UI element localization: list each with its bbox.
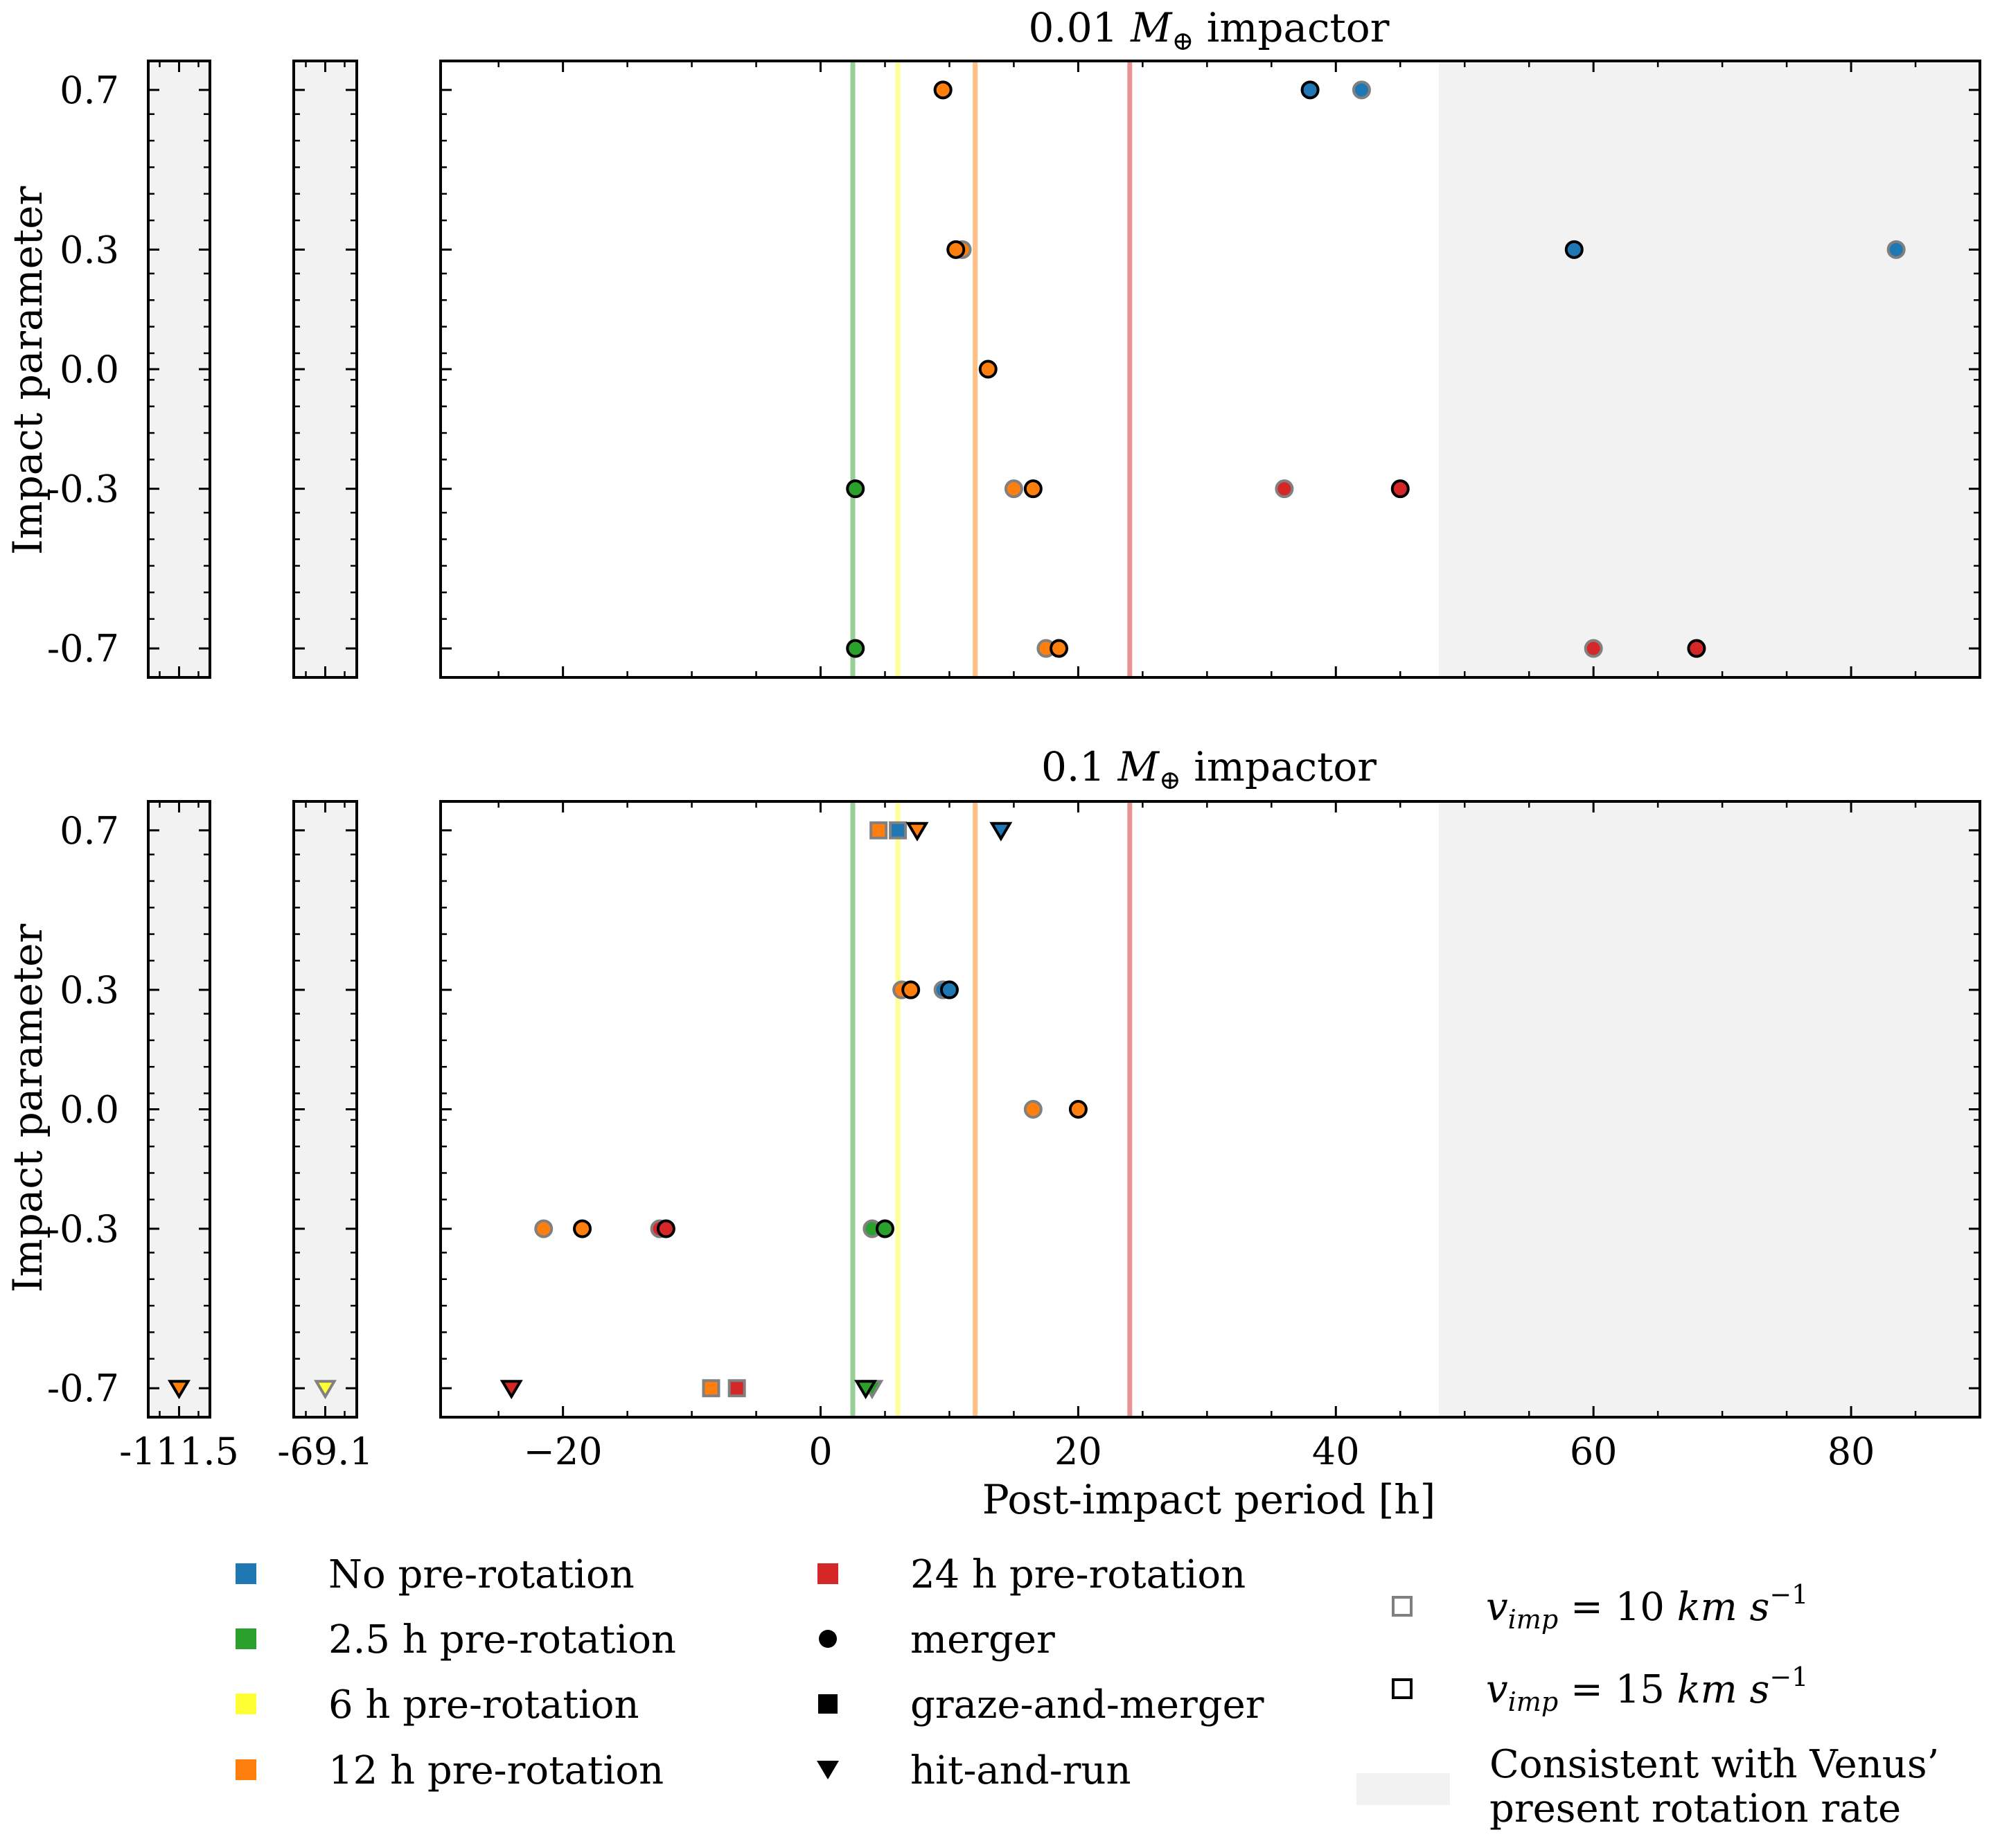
data-point-merger	[1275, 479, 1294, 499]
broken-axis-frame	[147, 800, 211, 1419]
legend-swatch-color	[236, 1759, 256, 1780]
data-point-merger	[1023, 479, 1043, 499]
legend-label-color: 2.5 h pre-rotation	[328, 1617, 676, 1662]
legend-label-v15: vimp = 15 km s−1	[1486, 1662, 1808, 1717]
y-axis-label-bottom: Impact parameter	[4, 923, 51, 1292]
broken-axis-tick-label: -111.5	[119, 1430, 239, 1473]
plot-frame	[439, 60, 1981, 679]
data-point-merger	[875, 1219, 894, 1238]
data-point-hit-and-run	[905, 821, 929, 842]
data-point-merger	[573, 1219, 592, 1238]
data-point-merger	[939, 980, 959, 999]
data-point-merger	[933, 80, 953, 100]
data-point-merger	[1352, 80, 1371, 100]
broken-axis-tick-label: -69.1	[277, 1430, 373, 1473]
legend-label-venus-line1: Consistent with Venus’	[1489, 1742, 1939, 1787]
legend-label-v10: vimp = 10 km s−1	[1486, 1579, 1808, 1635]
legend-label-marker: merger	[910, 1617, 1055, 1662]
legend-label-marker: graze-and-merger	[910, 1682, 1264, 1727]
data-point-hit-and-run	[499, 1380, 523, 1400]
y-tick-label: 0.3	[60, 228, 119, 272]
legend-label-marker: hit-and-run	[910, 1748, 1131, 1793]
data-point-merger	[901, 980, 921, 999]
panel-large-impactor: 0.1 M⊕ impactor -111.5 -69.1 0.7 0.3 0.0 -0.3…	[47, 743, 1981, 1473]
legend-marker-square	[818, 1694, 838, 1714]
data-point-hit-and-run	[989, 821, 1013, 842]
data-point-merger	[656, 1219, 675, 1238]
y-tick-label: 0.3	[60, 968, 119, 1012]
data-point-merger	[1068, 1100, 1088, 1119]
data-point-merger	[978, 359, 998, 379]
data-point-merger	[1300, 80, 1320, 100]
legend-label-venus-line2: present rotation rate	[1489, 1786, 1901, 1831]
legend-swatch-venus	[1356, 1773, 1450, 1805]
venus-region	[1439, 801, 1980, 1417]
data-point-merger	[1390, 479, 1410, 499]
x-tick-label: −20	[524, 1430, 603, 1473]
data-point-merger	[846, 639, 865, 658]
y-tick-label: 0.0	[60, 1088, 119, 1132]
broken-axis-frame	[147, 60, 211, 679]
y-tick-label: 0.0	[60, 348, 119, 391]
x-tick-label: 80	[1828, 1430, 1875, 1473]
y-tick-label: -0.7	[47, 627, 119, 670]
plot-frame	[439, 800, 1981, 1419]
data-point-hit-and-run	[313, 1380, 337, 1400]
data-point-merger	[846, 479, 865, 499]
data-point-merger	[1564, 240, 1584, 259]
legend-swatch-color	[817, 1563, 838, 1584]
panel-small-impactor: 0.01 M⊕ impactor 0.7 0.3 0.0 -0.3 -0.7	[47, 4, 1981, 679]
data-point-merger	[1050, 639, 1069, 658]
x-tick-label: 40	[1312, 1430, 1360, 1473]
data-point-merger	[1584, 639, 1603, 658]
x-tick-label: 60	[1570, 1430, 1618, 1473]
data-point-merger	[1886, 240, 1906, 259]
legend-marker-circle	[819, 1630, 837, 1648]
data-point-merger	[1004, 479, 1023, 499]
broken-axis-frame	[292, 800, 358, 1419]
legend-swatch-v15	[1392, 1678, 1413, 1699]
legend-label-color: 12 h pre-rotation	[328, 1748, 664, 1793]
legend-label-color: 24 h pre-rotation	[910, 1552, 1246, 1597]
legend-swatch-color	[236, 1694, 256, 1714]
x-axis-label: Post-impact period [h]	[982, 1476, 1436, 1523]
data-point-hit-and-run	[167, 1380, 191, 1400]
y-axis-label-top: Impact parameter	[4, 186, 51, 555]
broken-axis-frame	[292, 60, 358, 679]
panel-title-bottom: 0.1 M⊕ impactor	[1041, 743, 1377, 795]
data-point-merger	[534, 1219, 554, 1238]
data-point-graze-and-merger	[869, 821, 888, 839]
data-point-merger	[1023, 1100, 1043, 1119]
legend-swatch-color	[236, 1563, 256, 1584]
venus-region	[1439, 61, 1980, 677]
panel-title-top: 0.01 M⊕ impactor	[1029, 4, 1390, 56]
legend-marker-triangle	[817, 1761, 839, 1779]
data-point-graze-and-merger	[727, 1379, 746, 1398]
data-point-graze-and-merger	[889, 821, 908, 839]
legend-swatch-color	[236, 1628, 256, 1649]
legend: No pre-rotation 2.5 h pre-rotation 6 h pre…	[236, 1552, 1939, 1831]
data-point-hit-and-run	[854, 1380, 878, 1400]
y-tick-label: 0.7	[60, 69, 119, 112]
y-tick-label: 0.7	[60, 809, 119, 853]
legend-label-color: 6 h pre-rotation	[328, 1682, 639, 1727]
y-tick-label: -0.3	[47, 1207, 119, 1251]
data-point-merger	[1687, 639, 1706, 658]
legend-swatch-v10	[1392, 1596, 1413, 1617]
x-tick-label: 20	[1054, 1430, 1102, 1473]
y-tick-label: -0.3	[47, 468, 119, 511]
data-point-graze-and-merger	[702, 1379, 720, 1398]
x-tick-label: 0	[808, 1430, 832, 1473]
data-point-merger	[946, 240, 966, 259]
y-tick-label: -0.7	[47, 1367, 119, 1410]
legend-label-color: No pre-rotation	[328, 1552, 635, 1597]
